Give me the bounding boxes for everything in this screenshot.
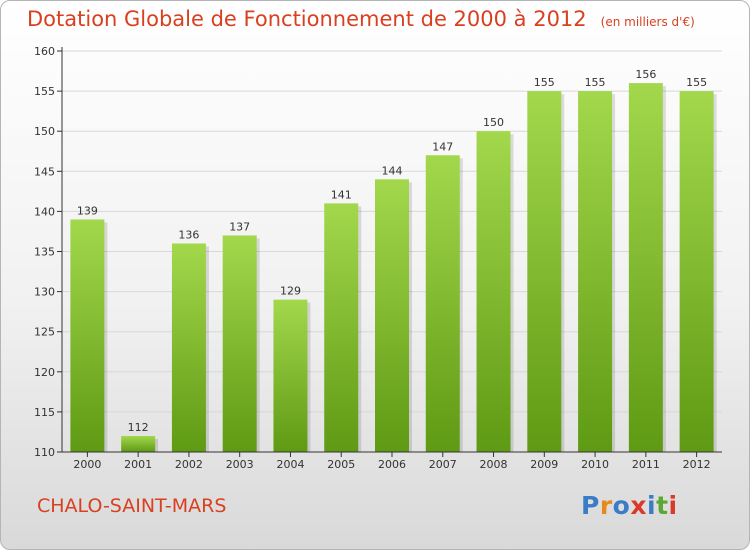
bar-value-label: 147 — [432, 140, 453, 153]
logo-letter: x — [630, 491, 647, 520]
bar-value-label: 112 — [128, 421, 149, 434]
y-tick-label: 150 — [34, 125, 55, 138]
y-tick-label: 140 — [34, 205, 55, 218]
y-tick-label: 130 — [34, 286, 55, 299]
logo-letter: o — [612, 491, 631, 520]
bar — [70, 219, 105, 452]
axes — [57, 47, 722, 457]
bars — [70, 83, 717, 452]
y-tick-label: 120 — [34, 366, 55, 379]
logo-letter: r — [599, 491, 613, 520]
x-tick-label: 2004 — [276, 458, 304, 471]
chart-title-block: Dotation Globale de Fonctionnement de 20… — [27, 7, 695, 31]
proxiti-logo: Proxiti — [581, 491, 678, 520]
x-tick-label: 2009 — [530, 458, 558, 471]
y-tick-label: 125 — [34, 326, 55, 339]
bar-value-label: 141 — [331, 188, 352, 201]
bar — [121, 435, 156, 452]
bar-value-label: 136 — [178, 228, 199, 241]
bar — [679, 91, 714, 452]
y-tick-label: 145 — [34, 165, 55, 178]
bar-value-label: 156 — [635, 68, 656, 81]
bar — [222, 235, 257, 452]
logo-letter: t — [656, 491, 669, 520]
x-tick-label: 2002 — [175, 458, 203, 471]
bar — [425, 155, 460, 452]
bar — [324, 203, 359, 452]
x-tick-label: 2008 — [480, 458, 508, 471]
x-tick-label: 2007 — [429, 458, 457, 471]
y-tick-label: 110 — [34, 446, 55, 459]
y-tick-label: 115 — [34, 406, 55, 419]
bar — [578, 91, 613, 452]
logo-letter: i — [668, 491, 678, 520]
y-tick-label: 155 — [34, 85, 55, 98]
x-tick-label: 2003 — [226, 458, 254, 471]
bar-value-label: 144 — [382, 164, 403, 177]
x-tick-label: 2005 — [327, 458, 355, 471]
x-tick-label: 2001 — [124, 458, 152, 471]
bar-value-label: 155 — [686, 76, 707, 89]
town-name: CHALO-SAINT-MARS — [37, 495, 227, 517]
bar — [628, 83, 663, 452]
bar — [273, 299, 308, 452]
chart-unit: (en milliers d'€) — [600, 15, 695, 29]
bar-value-label: 155 — [585, 76, 606, 89]
labels: 110 115 120 125 130 135 140 145 150 155 160 139 2000… — [34, 45, 711, 471]
bar — [527, 91, 562, 452]
logo-letter: i — [647, 491, 657, 520]
y-tick-label: 160 — [34, 45, 55, 58]
x-tick-label: 2000 — [73, 458, 101, 471]
bar — [375, 179, 409, 452]
bar — [476, 131, 511, 452]
bar-value-label: 150 — [483, 116, 504, 129]
y-tick-label: 135 — [34, 246, 55, 259]
x-tick-label: 2006 — [378, 458, 406, 471]
logo-letter: P — [581, 491, 600, 520]
bar — [171, 243, 206, 452]
bar-value-label: 129 — [280, 285, 301, 298]
x-tick-label: 2012 — [683, 458, 711, 471]
chart-title: Dotation Globale de Fonctionnement de 20… — [27, 7, 587, 31]
x-tick-label: 2010 — [581, 458, 609, 471]
bar-value-label: 139 — [77, 204, 98, 217]
x-tick-label: 2011 — [632, 458, 660, 471]
bar-value-label: 155 — [534, 76, 555, 89]
bar-value-label: 137 — [229, 220, 250, 233]
